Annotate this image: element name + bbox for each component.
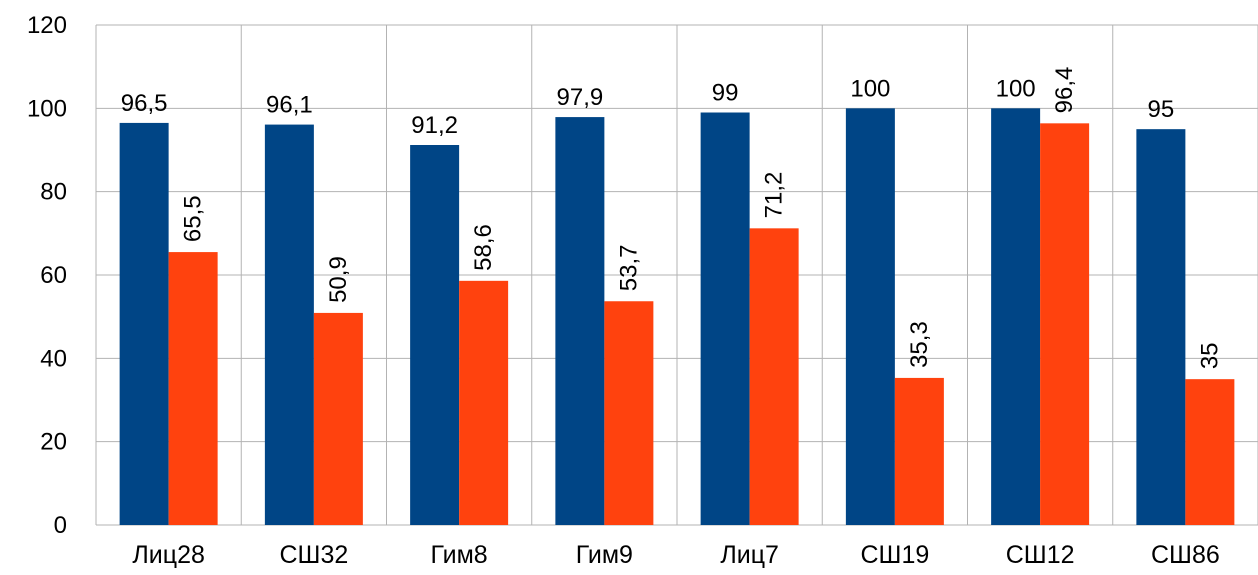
bar-series-1 (119, 122, 169, 526)
y-tick-label: 80 (40, 179, 67, 206)
y-tick-label: 100 (27, 95, 67, 122)
bar-series-2 (1040, 123, 1090, 525)
data-label-series-1: 96,1 (266, 92, 313, 119)
bars-layer (119, 108, 1235, 526)
data-label-series-2: 35,3 (906, 321, 933, 368)
bar-series-1 (264, 124, 314, 525)
bar-series-2 (749, 228, 799, 526)
data-label-series-2: 53,7 (615, 245, 642, 292)
data-label-series-1: 100 (996, 75, 1036, 102)
data-labels-layer: 96,5 65,5 96,1 50,9 91,2 58,6 97,9 53,7 99 71,2 10… (121, 67, 1224, 370)
data-label-series-1: 99 (712, 80, 739, 107)
data-label-series-1: 97,9 (557, 84, 604, 111)
y-axis: 0 20 40 60 80 100 120 (27, 12, 67, 539)
data-label-series-2: 96,4 (1051, 67, 1078, 114)
x-category-label: Гим9 (576, 541, 633, 569)
data-label-series-2: 58,6 (470, 224, 497, 271)
x-category-label: СШ12 (1006, 541, 1075, 569)
data-label-series-1: 96,5 (121, 90, 168, 117)
bar-series-1 (991, 108, 1041, 525)
bar-series-1 (1136, 129, 1186, 525)
bar-series-2 (1185, 379, 1235, 525)
bar-series-2 (459, 280, 509, 525)
bar-series-2 (168, 252, 218, 526)
bar-series-2 (313, 312, 363, 525)
x-axis: Лиц28 СШ32 Гим8 Гим9 Лиц7 СШ19 СШ12 СШ86 (132, 541, 1219, 569)
x-category-label: Гим8 (431, 541, 488, 569)
data-label-series-2: 35 (1196, 342, 1223, 369)
y-tick-label: 120 (27, 12, 67, 39)
bar-series-2 (894, 377, 944, 525)
y-tick-label: 60 (40, 262, 67, 289)
x-category-label: СШ32 (279, 541, 348, 569)
y-tick-label: 20 (40, 429, 67, 456)
data-label-series-2: 50,9 (325, 256, 352, 303)
x-category-label: Лиц7 (720, 541, 779, 569)
y-tick-label: 40 (40, 345, 67, 372)
data-label-series-2: 71,2 (761, 172, 788, 219)
data-label-series-2: 65,5 (180, 195, 207, 242)
x-category-label: СШ86 (1151, 541, 1220, 569)
data-label-series-1: 100 (850, 75, 890, 102)
bar-series-2 (604, 301, 654, 525)
x-category-label: Лиц28 (132, 541, 205, 569)
x-category-label: СШ19 (860, 541, 929, 569)
bar-series-1 (410, 145, 460, 525)
bar-series-1 (700, 112, 750, 525)
y-tick-label: 0 (54, 512, 67, 539)
bar-series-1 (555, 117, 605, 525)
bar-series-1 (845, 108, 895, 525)
data-label-series-1: 95 (1148, 96, 1175, 123)
data-label-series-1: 91,2 (411, 112, 458, 139)
